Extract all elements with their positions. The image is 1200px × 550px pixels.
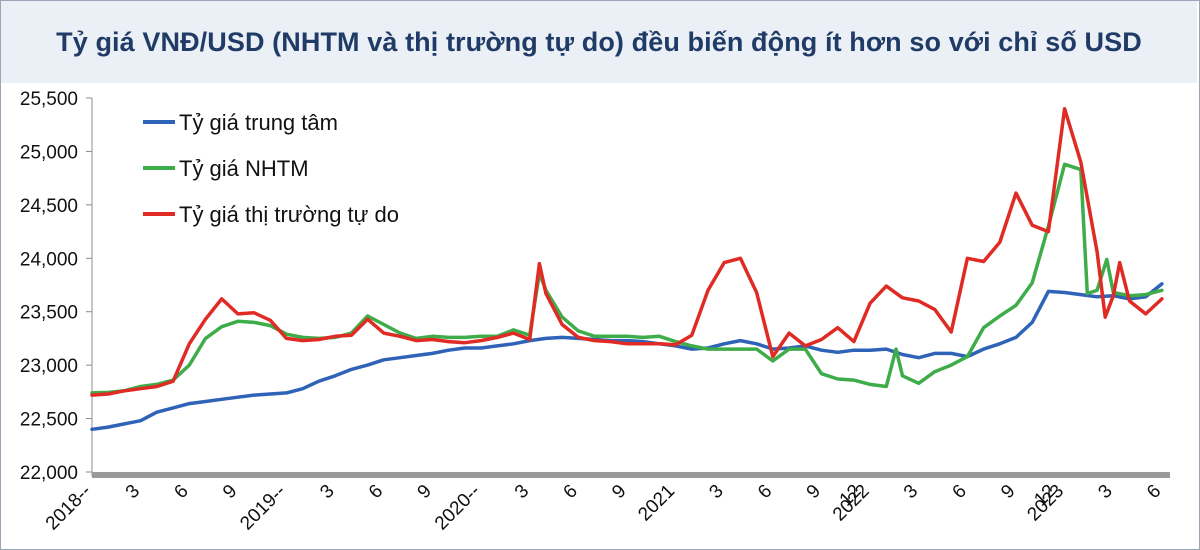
series-line	[90, 282, 1164, 432]
x-tick-label: 9	[414, 481, 436, 503]
y-tick-label: 24,000	[20, 249, 78, 270]
x-tick-label: 2022	[829, 481, 874, 526]
chart-title: Tỷ giá VNĐ/USD (NHTM và thị trường tự do…	[56, 26, 1142, 57]
x-tick-label: 9	[608, 481, 630, 503]
x-tick-label: 3	[511, 481, 533, 503]
x-tick-label: 3	[900, 481, 922, 503]
y-tick-label: 24,500	[20, 196, 78, 217]
y-tick-label: 23,500	[20, 303, 78, 324]
x-axis-line	[92, 472, 1170, 478]
x-tick-label: 9	[219, 481, 241, 503]
series-line	[90, 162, 1164, 395]
chart-title-bar: Tỷ giá VNĐ/USD (NHTM và thị trường tự do…	[1, 1, 1197, 83]
y-tick-label: 22,500	[20, 410, 78, 431]
x-tick-label: 6	[1143, 481, 1165, 503]
x-tick-label: 3	[316, 481, 338, 503]
legend-label: Tỷ giá thị trường tự do	[179, 202, 399, 227]
x-tick-label: 2018--	[42, 481, 96, 535]
x-tick-label: 3	[122, 481, 144, 503]
series-line	[90, 106, 1164, 397]
x-tick-label: 9	[803, 481, 825, 503]
x-tick-label: 6	[365, 481, 387, 503]
x-tick-label: 6	[170, 481, 192, 503]
legend-label: Tỷ giá trung tâm	[179, 110, 338, 135]
x-tick-label: 2023	[1023, 481, 1068, 526]
y-tick-label: 25,000	[20, 142, 78, 163]
x-tick-label: 6	[949, 481, 971, 503]
x-tick-label: 3	[705, 481, 727, 503]
x-tick-label: 6	[560, 481, 582, 503]
x-tick-label: 9	[997, 481, 1019, 503]
y-tick-label: 22,000	[20, 463, 78, 484]
x-tick-label: 3	[1094, 481, 1116, 503]
y-tick-label: 25,500	[20, 89, 78, 110]
legend-label: Tỷ giá NHTM	[179, 156, 309, 181]
x-tick-label: 6	[754, 481, 776, 503]
x-tick-label: 2021	[634, 481, 679, 526]
x-tick-label: 2020--	[431, 481, 485, 535]
y-tick-label: 23,000	[20, 356, 78, 377]
x-tick-label: 2019--	[236, 481, 290, 535]
